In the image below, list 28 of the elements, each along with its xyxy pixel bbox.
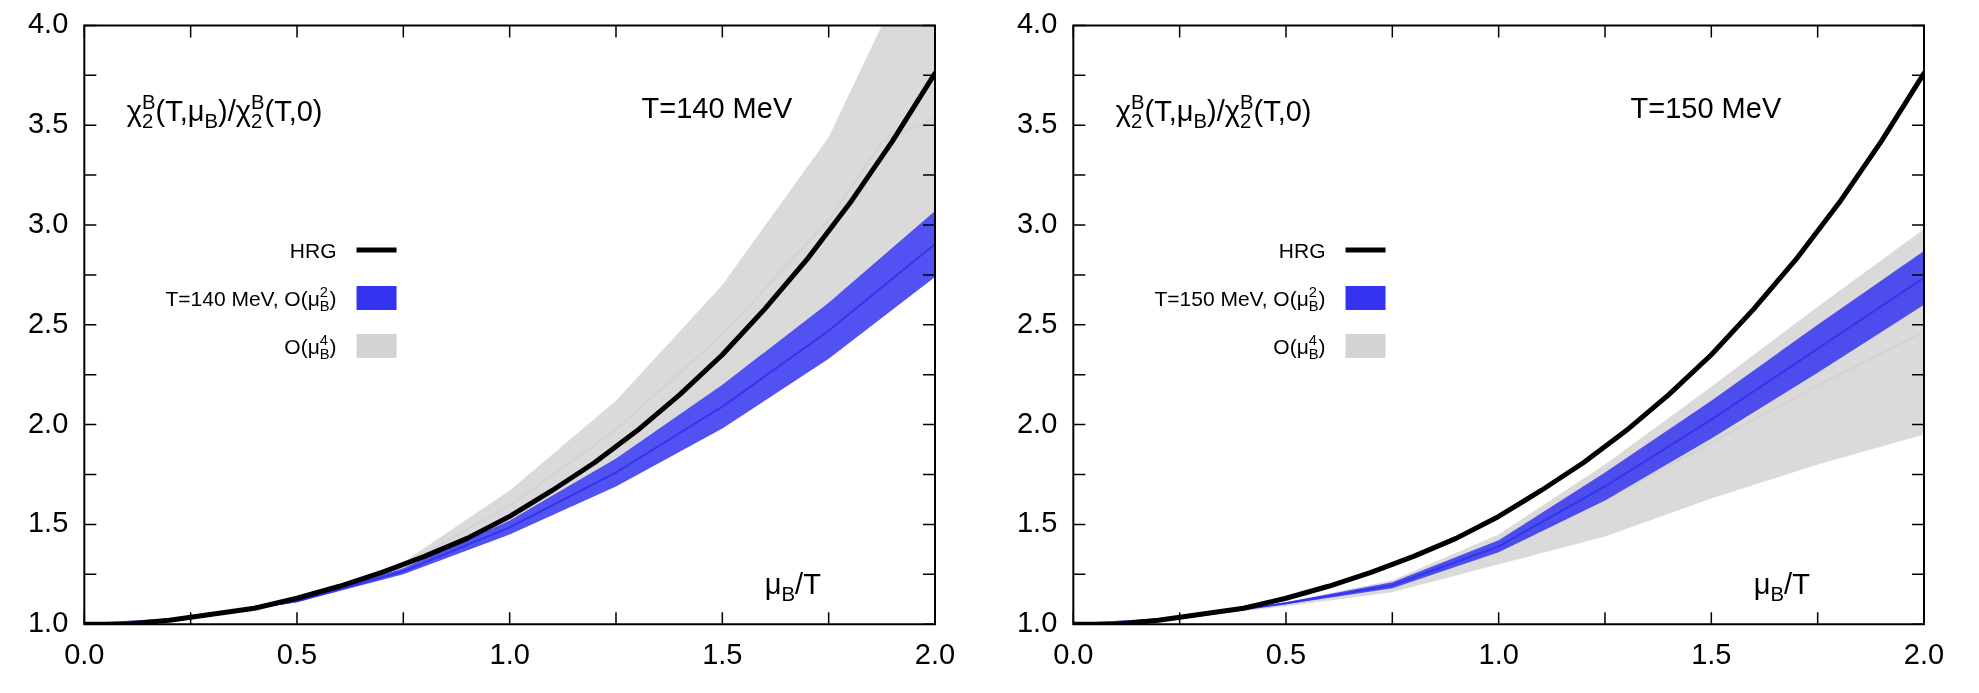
- x-tick-label: 0.0: [64, 637, 105, 670]
- x-tick-label: 1.0: [489, 637, 530, 670]
- y-tick-label: 2.5: [27, 306, 69, 339]
- x-tick-label: 1.0: [1478, 637, 1519, 670]
- x-tick-label: 1.5: [702, 637, 743, 670]
- y-tick-label: 1.0: [1016, 606, 1058, 639]
- y-tick-label: 1.5: [1016, 506, 1058, 539]
- y-tick-label: 3.5: [1016, 107, 1058, 140]
- y-tick-label: 2.0: [1016, 406, 1058, 439]
- y-tick-label: 3.0: [27, 207, 69, 239]
- x-tick-label: 0.5: [1265, 637, 1307, 670]
- y-tick-label: 2.5: [1016, 306, 1058, 339]
- y-tick-label: 3.5: [27, 107, 69, 140]
- legend-label: HRG: [289, 238, 337, 262]
- y-tick-label: 4.0: [1016, 7, 1058, 40]
- annotation: T=140 MeV: [641, 92, 793, 125]
- x-tick-label: 0.0: [1053, 637, 1094, 670]
- x-tick-label: 2.0: [914, 637, 956, 670]
- y-tick-label: 2.0: [27, 406, 69, 439]
- x-tick-label: 1.5: [1691, 637, 1732, 670]
- y-tick-label: 1.5: [27, 506, 69, 539]
- x-tick-label: 0.5: [276, 637, 318, 670]
- y-tick-label: 1.0: [27, 606, 69, 639]
- y-tick-label: 4.0: [27, 7, 69, 40]
- y-tick-label: 3.0: [1016, 207, 1058, 239]
- legend-label: HRG: [1278, 238, 1326, 262]
- x-tick-label: 2.0: [1903, 637, 1945, 670]
- annotation: T=150 MeV: [1630, 92, 1782, 125]
